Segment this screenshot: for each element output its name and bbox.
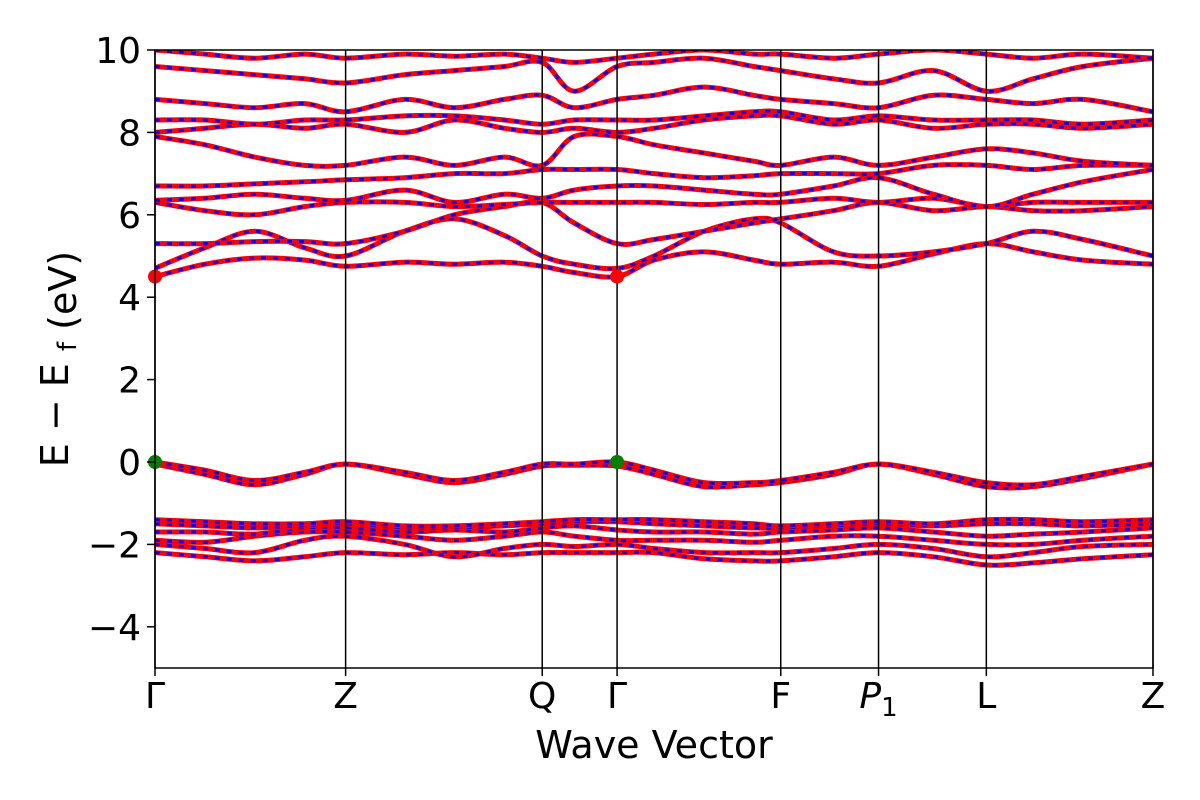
x-tick-label-4: F bbox=[770, 676, 791, 717]
band-line-spin-b-3 bbox=[155, 524, 1153, 538]
band-line-spin-b-10 bbox=[155, 200, 1153, 246]
band-line-spin-b-8 bbox=[155, 242, 1153, 279]
x-tick-label-1: Z bbox=[333, 676, 358, 717]
y-axis-label-sub: f bbox=[53, 341, 83, 351]
x-ticks: Γ Z Q Γ F P1 L Z bbox=[145, 668, 1165, 723]
band-line-spin-b-18 bbox=[155, 56, 1153, 93]
y-tick-label-2: 0 bbox=[118, 443, 141, 484]
y-axis-label: E − E f (eV) bbox=[33, 251, 85, 467]
plot-frame bbox=[154, 49, 1154, 669]
x-tick-label-3: Γ bbox=[607, 676, 627, 717]
band-marker-1 bbox=[610, 269, 625, 284]
band-line-spin-b-17 bbox=[155, 85, 1153, 114]
band-line-spin-b-9 bbox=[155, 216, 1153, 271]
band-line-spin-b-12 bbox=[155, 168, 1153, 209]
y-tick-label-4: 4 bbox=[118, 278, 141, 319]
band-line-spin-b-11 bbox=[155, 196, 1153, 217]
band-line-spin-b-13 bbox=[155, 163, 1153, 188]
band-line-spin-b-15 bbox=[155, 113, 1153, 134]
y-axis-label-main: E − E bbox=[33, 363, 77, 467]
y-tick-label-0: −4 bbox=[88, 608, 141, 649]
x-axis-label: Wave Vector bbox=[535, 723, 773, 767]
y-tick-label-7: 10 bbox=[95, 31, 141, 72]
y-tick-label-3: 2 bbox=[118, 361, 141, 402]
band-line-spin-a-7 bbox=[155, 459, 1153, 488]
x-tick-label-7: Z bbox=[1141, 676, 1166, 717]
band-line-spin-b-16 bbox=[155, 109, 1153, 126]
band-line-spin-a-16 bbox=[155, 108, 1153, 127]
band-lines bbox=[155, 50, 1153, 568]
y-axis-label-unit: (eV) bbox=[41, 251, 85, 330]
band-line-spin-b-2 bbox=[155, 530, 1153, 547]
x-tick-label-0: Γ bbox=[145, 676, 165, 717]
band-line-spin-b-19 bbox=[155, 50, 1153, 64]
y-ticks: −4 −2 0 2 4 6 8 10 bbox=[88, 31, 155, 649]
band-line-spin-b-1 bbox=[155, 534, 1153, 559]
y-tick-label-5: 6 bbox=[118, 196, 141, 237]
y-tick-label-6: 8 bbox=[118, 113, 141, 154]
band-marker-3 bbox=[610, 455, 625, 469]
y-tick-label-1: −2 bbox=[88, 525, 141, 566]
x-tick-label-6: L bbox=[976, 676, 996, 717]
band-line-spin-b-0 bbox=[155, 550, 1153, 567]
x-tick-label-5: P1 bbox=[859, 676, 897, 723]
band-line-spin-b-5 bbox=[155, 517, 1153, 528]
band-markers bbox=[148, 269, 625, 469]
x-tick-label-2: Q bbox=[528, 676, 556, 717]
band-line-spin-a-14 bbox=[155, 131, 1153, 169]
